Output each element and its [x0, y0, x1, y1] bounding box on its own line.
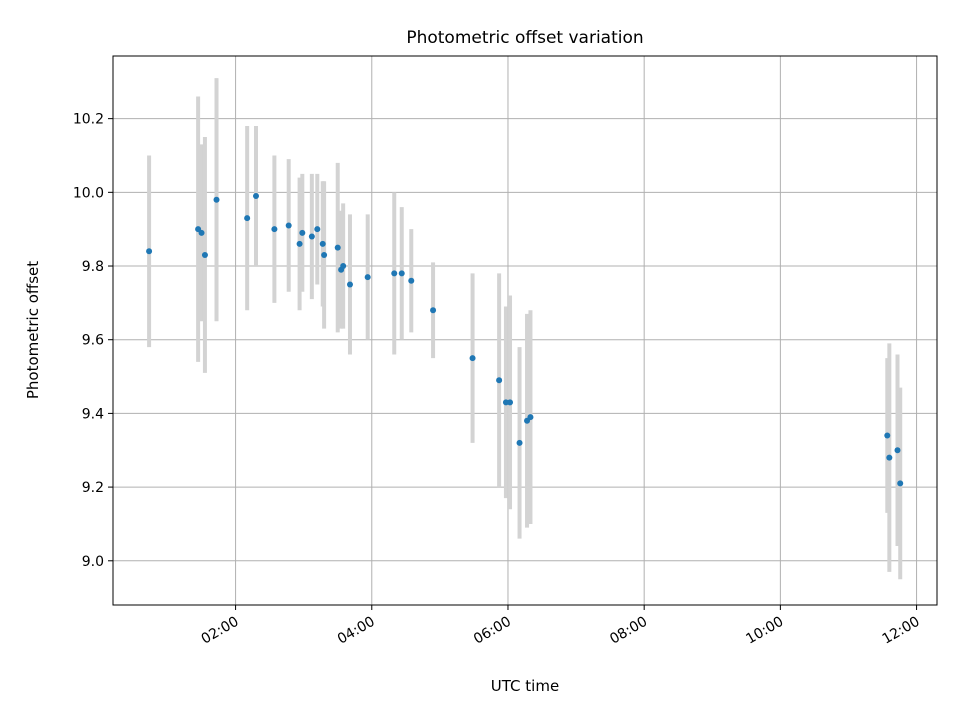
- data-point: [319, 240, 326, 247]
- data-point: [201, 251, 208, 258]
- data-point: [897, 480, 904, 487]
- data-point: [285, 222, 292, 229]
- y-tick-label: 10.2: [73, 112, 104, 128]
- y-axis-label: Photometric offset: [24, 261, 42, 399]
- data-point: [894, 447, 901, 454]
- data-point: [884, 432, 891, 439]
- data-point: [340, 263, 347, 270]
- data-point: [244, 215, 251, 222]
- y-tick-label: 9.6: [82, 333, 104, 349]
- data-point: [296, 240, 303, 247]
- data-point: [198, 229, 205, 236]
- data-point: [308, 233, 315, 240]
- data-point: [253, 193, 260, 200]
- data-point: [430, 307, 437, 314]
- y-tick-label: 9.8: [82, 259, 104, 275]
- x-axis-label: UTC time: [491, 677, 559, 695]
- data-point: [391, 270, 398, 277]
- data-point: [496, 377, 503, 384]
- data-point: [334, 244, 341, 251]
- data-point: [507, 399, 514, 406]
- data-point: [271, 226, 278, 233]
- data-point: [314, 226, 321, 233]
- data-point: [321, 251, 328, 258]
- data-point: [469, 355, 476, 362]
- y-tick-label: 9.4: [82, 406, 104, 422]
- data-point: [146, 248, 153, 255]
- data-point: [516, 439, 523, 446]
- chart-title: Photometric offset variation: [406, 28, 643, 48]
- data-point: [346, 281, 353, 288]
- y-tick-label: 9.0: [82, 554, 104, 570]
- data-point: [527, 414, 534, 421]
- y-axis-ticks: 9.0 9.2 9.4 9.6 9.8 10.0 10.2: [73, 112, 113, 570]
- y-tick-label: 10.0: [73, 185, 104, 201]
- data-point: [213, 196, 220, 203]
- data-point: [886, 454, 893, 461]
- data-points: [146, 193, 904, 487]
- grid-lines: [113, 56, 937, 605]
- y-tick-label: 9.2: [82, 480, 104, 496]
- data-point: [408, 277, 415, 284]
- data-point: [364, 274, 371, 281]
- plot-frame: [112, 55, 938, 606]
- data-point: [398, 270, 405, 277]
- data-point: [299, 229, 306, 236]
